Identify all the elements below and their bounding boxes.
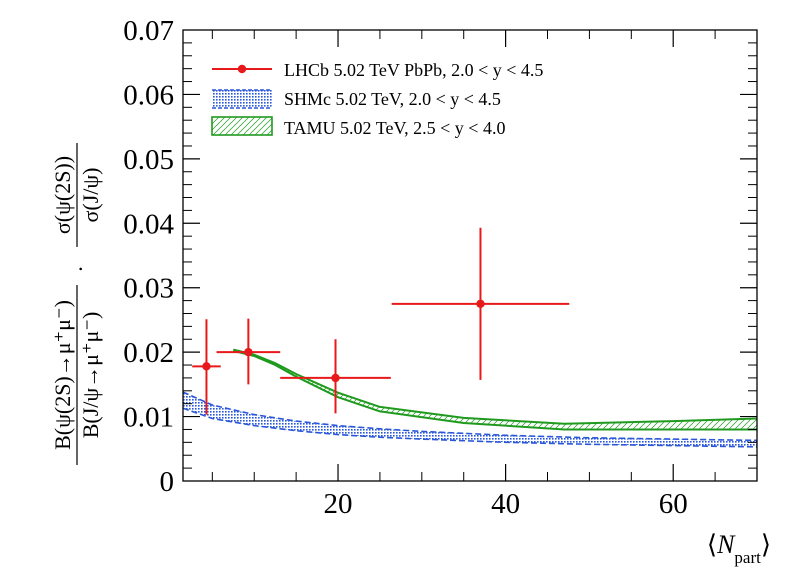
- y-axis-title: B(ψ(2S)→μ⁺μ⁻) B(J/ψ→μ⁺μ⁻) · σ(ψ(2S)) σ(J…: [50, 143, 103, 465]
- lhcb-marker: [331, 373, 340, 383]
- legend-entry-lhcb: LHCb 5.02 TeV PbPb, 2.0 < y < 4.5: [212, 60, 543, 80]
- tamu-band: [233, 349, 757, 430]
- lhcb-point: [391, 227, 570, 380]
- tamu-lower-edge: [233, 349, 757, 431]
- legend: LHCb 5.02 TeV PbPb, 2.0 < y < 4.5 SHMc 5…: [211, 60, 543, 138]
- x-tick-label: 20: [324, 488, 353, 520]
- legend-tamu-label: TAMU 5.02 TeV, 2.5 < y < 4.0: [284, 118, 505, 138]
- legend-shmc-label: SHMc 5.02 TeV, 2.0 < y < 4.5: [284, 89, 501, 109]
- y-title-xs-numerator: σ(ψ(2S)): [50, 156, 75, 234]
- y-tick-label: 0.01: [123, 402, 174, 434]
- lhcb-point: [192, 319, 221, 415]
- lhcb-marker: [202, 362, 211, 371]
- plot-frame: [182, 29, 758, 482]
- legend-entry-tamu: TAMU 5.02 TeV, 2.5 < y < 4.0: [211, 116, 505, 138]
- axis-ticks: [183, 30, 757, 481]
- y-title-br-denominator: B(J/ψ→μ⁺μ⁻): [78, 312, 103, 439]
- data-points: [192, 227, 570, 415]
- y-tick-label: 0.05: [123, 144, 174, 176]
- lhcb-point: [280, 339, 391, 414]
- lhcb-point: [216, 318, 281, 385]
- y-title-xs-denominator: σ(J/ψ): [78, 168, 103, 223]
- y-tick-labels: 0 0.01 0.02 0.03 0.04 0.05 0.06 0.07: [123, 15, 174, 498]
- shmc-upper-edge: [183, 391, 757, 442]
- y-tick-label: 0.06: [123, 79, 174, 111]
- y-tick-label: 0.02: [123, 337, 174, 369]
- x-axis-title: ⟨Npart⟩: [707, 530, 771, 567]
- y-tick-label: 0.03: [123, 273, 174, 305]
- legend-shmc-swatch: [212, 90, 272, 108]
- legend-lhcb-label: LHCb 5.02 TeV PbPb, 2.0 < y < 4.5: [284, 60, 543, 80]
- y-tick-label: 0.07: [123, 15, 174, 47]
- legend-tamu-swatch: [211, 116, 273, 136]
- y-tick-label: 0: [160, 466, 175, 498]
- y-title-dot: ·: [68, 265, 93, 272]
- lhcb-marker: [244, 347, 253, 357]
- x-tick-label: 40: [491, 488, 520, 520]
- x-tick-labels: 20 40 60: [324, 488, 688, 520]
- y-tick-label: 0.04: [123, 208, 174, 240]
- legend-entry-shmc: SHMc 5.02 TeV, 2.0 < y < 4.5: [212, 89, 501, 109]
- model-bands: [183, 348, 757, 448]
- x-tick-label: 60: [659, 488, 688, 520]
- lhcb-marker: [476, 299, 485, 309]
- legend-lhcb-marker: [237, 64, 247, 74]
- shmc-lower-edge: [183, 407, 757, 448]
- tamu-upper-edge: [233, 348, 757, 425]
- y-title-br-numerator: B(ψ(2S)→μ⁺μ⁻): [50, 300, 75, 450]
